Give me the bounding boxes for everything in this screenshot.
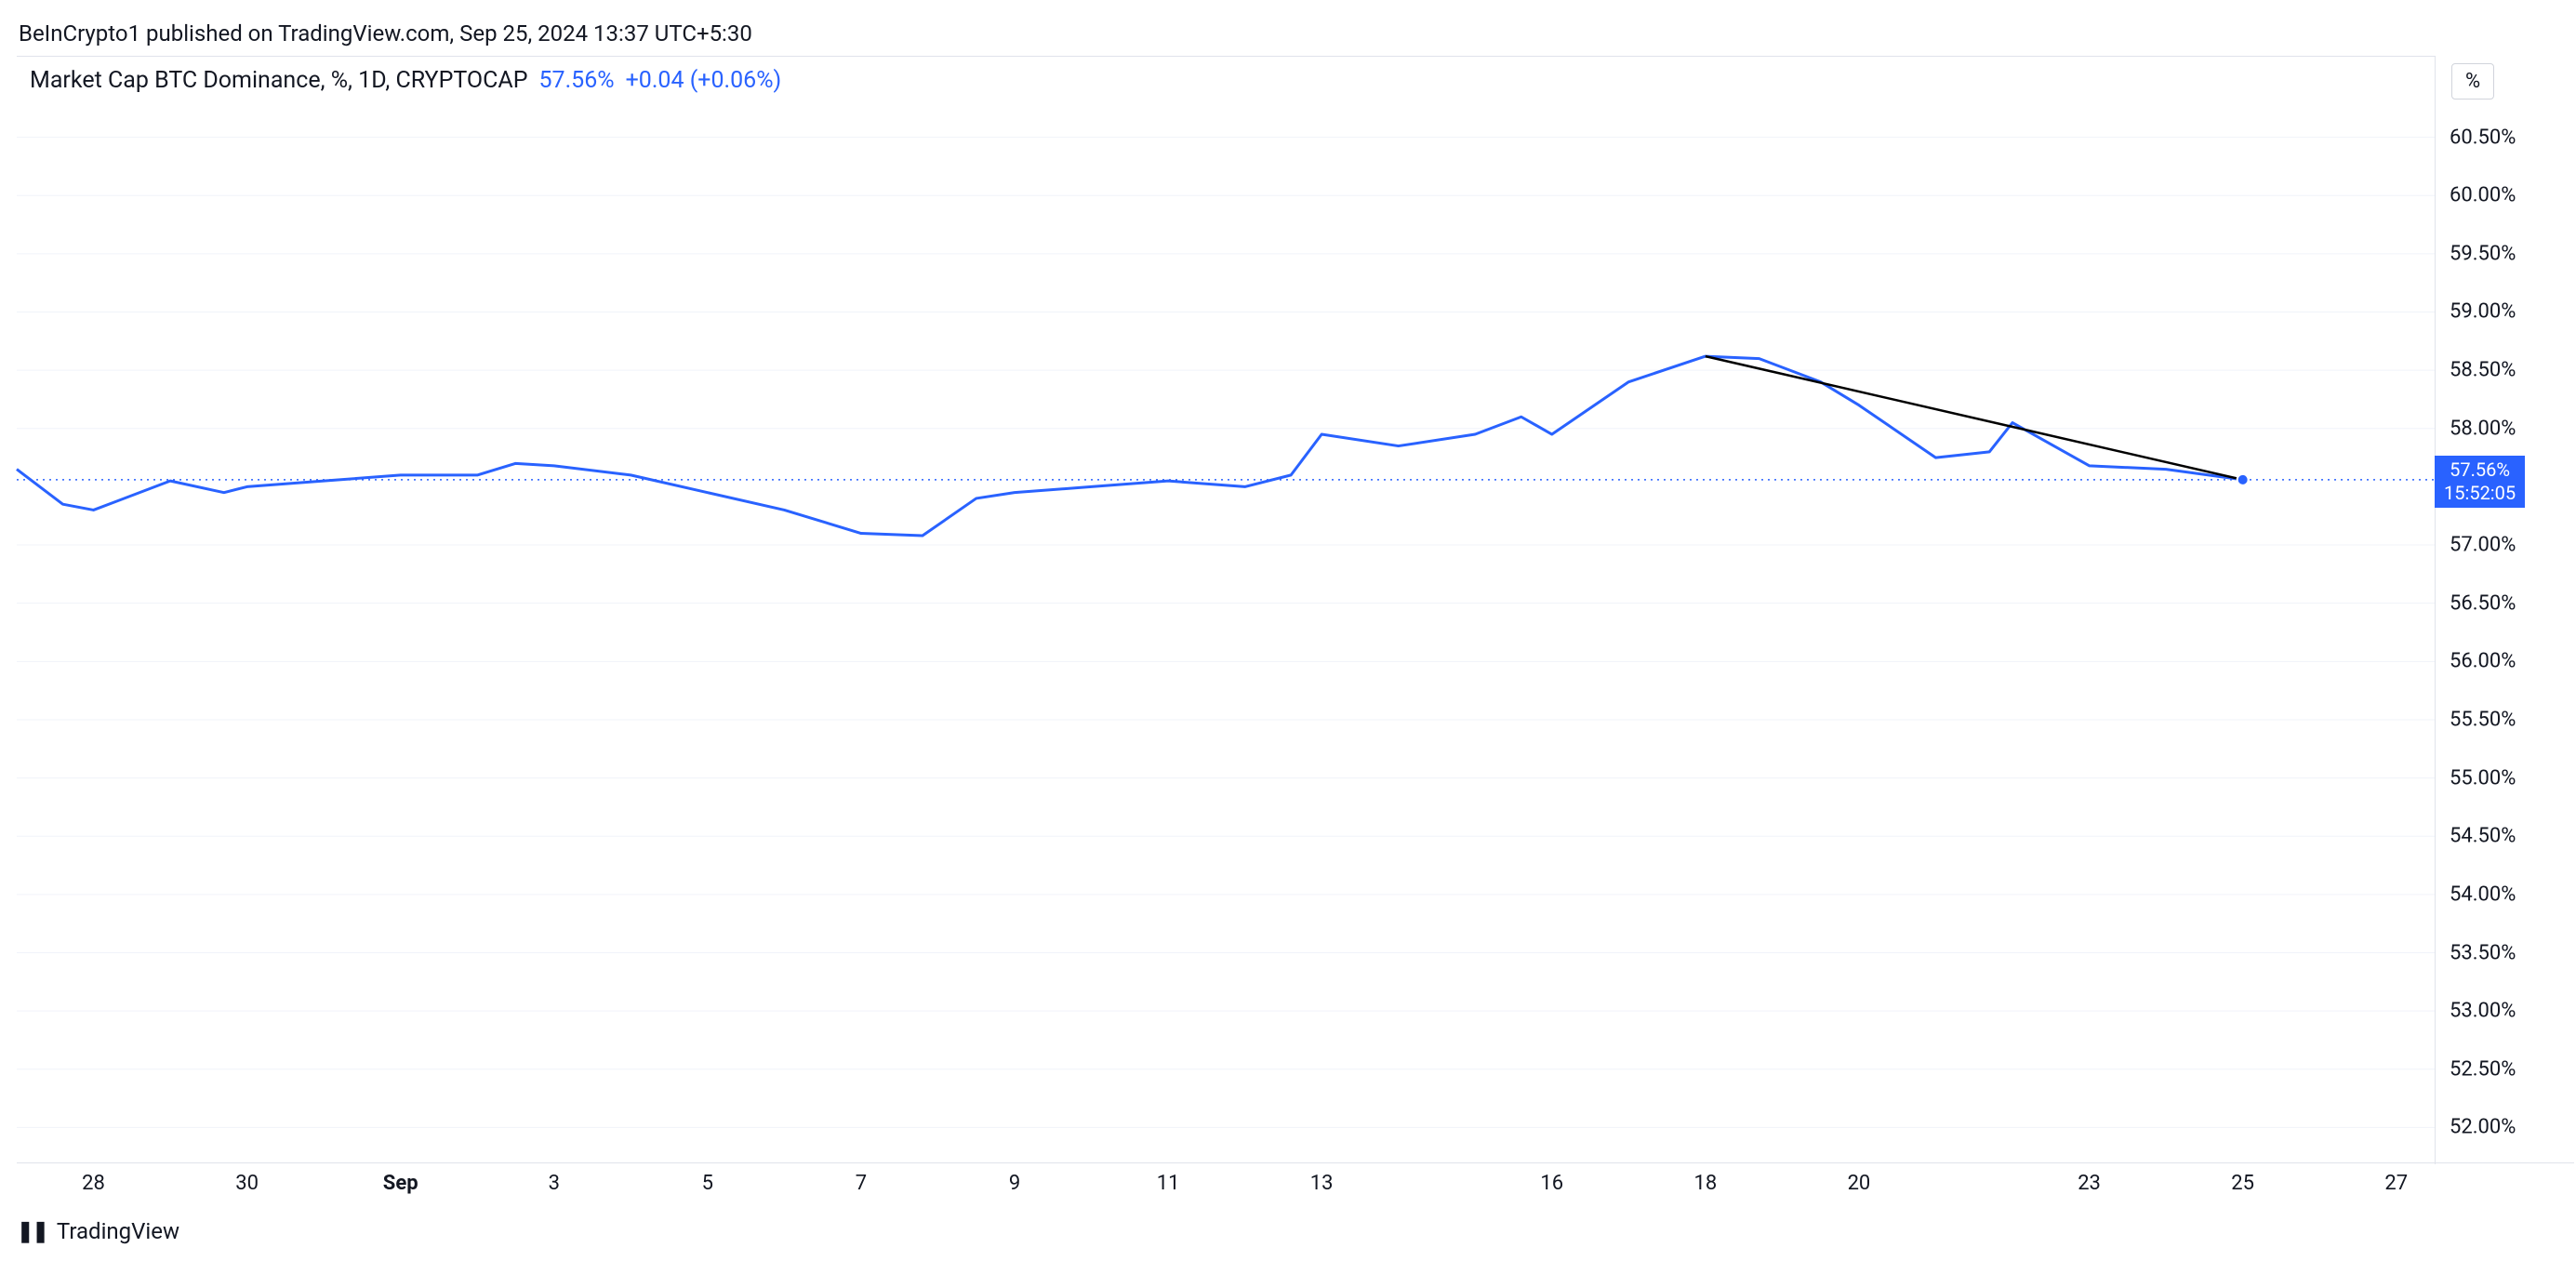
y-axis-label: 52.50% (2450, 1057, 2516, 1081)
x-axis[interactable]: 28 30 Sep 3 5 7 9 11 13 16 18 20 23 25 27 (17, 1168, 2435, 1215)
y-axis-label: 58.00% (2450, 417, 2516, 440)
y-axis-label: 56.00% (2450, 650, 2516, 673)
x-axis-label: Sep (383, 1172, 418, 1195)
x-axis-label: 7 (856, 1172, 867, 1195)
y-axis-label: 53.00% (2450, 1000, 2516, 1023)
y-axis-label: 53.50% (2450, 941, 2516, 964)
y-axis-label: 60.00% (2450, 184, 2516, 207)
x-axis-label: 28 (82, 1172, 105, 1195)
chart-svg (17, 102, 2435, 1162)
tradingview-logo-mark: ❚❚ (17, 1220, 47, 1243)
x-axis-label: 11 (1157, 1172, 1180, 1195)
current-value-text: 57.56% (2444, 458, 2516, 482)
y-axis[interactable]: 60.50% 60.00% 59.50% 59.00% 58.50% 58.00% 57.0… (2437, 102, 2567, 1162)
chart-bottom-border (17, 1162, 2574, 1163)
x-axis-label: 13 (1310, 1172, 1334, 1195)
x-axis-label: 9 (1009, 1172, 1020, 1195)
publish-info: BeInCrypto1 published on TradingView.com… (19, 20, 752, 46)
x-axis-label: 3 (549, 1172, 560, 1195)
chart-plot-area[interactable] (17, 102, 2435, 1162)
y-axis-unit[interactable]: % (2451, 63, 2494, 100)
x-axis-label: 23 (2078, 1172, 2101, 1195)
symbol-title-row: Market Cap BTC Dominance, %, 1D, CRYPTOC… (30, 67, 781, 94)
chart-top-border (17, 56, 2435, 57)
x-axis-label: 27 (2384, 1172, 2408, 1195)
x-axis-label: 18 (1693, 1172, 1717, 1195)
y-axis-label: 56.50% (2450, 591, 2516, 615)
x-axis-label: 30 (235, 1172, 259, 1195)
y-axis-label: 59.00% (2450, 300, 2516, 324)
y-axis-label: 55.00% (2450, 766, 2516, 790)
x-axis-label: 25 (2231, 1172, 2254, 1195)
current-value-badge: 57.56%15:52:05 (2435, 456, 2525, 508)
symbol-change: +0.04 (+0.06%) (626, 67, 782, 94)
x-axis-label: 5 (702, 1172, 713, 1195)
tradingview-logo-text: TradingView (57, 1218, 179, 1244)
y-axis-label: 55.50% (2450, 708, 2516, 731)
y-axis-label: 57.00% (2450, 534, 2516, 557)
y-axis-label: 54.00% (2450, 883, 2516, 906)
symbol-title: Market Cap BTC Dominance, %, 1D, CRYPTOC… (30, 67, 527, 94)
y-axis-label: 58.50% (2450, 359, 2516, 382)
tradingview-logo: ❚❚ TradingView (17, 1218, 179, 1244)
x-axis-label: 20 (1848, 1172, 1871, 1195)
current-time-text: 15:52:05 (2444, 482, 2516, 505)
price-line (17, 356, 2243, 536)
trend-line[interactable] (1706, 356, 2243, 480)
symbol-value: 57.56% (538, 67, 614, 94)
y-axis-label: 52.00% (2450, 1116, 2516, 1139)
last-price-marker (2237, 474, 2249, 485)
x-axis-label: 16 (1540, 1172, 1563, 1195)
y-axis-label: 59.50% (2450, 242, 2516, 265)
y-axis-label: 60.50% (2450, 126, 2516, 149)
chart-right-border (2435, 56, 2436, 1164)
y-axis-label: 54.50% (2450, 825, 2516, 848)
